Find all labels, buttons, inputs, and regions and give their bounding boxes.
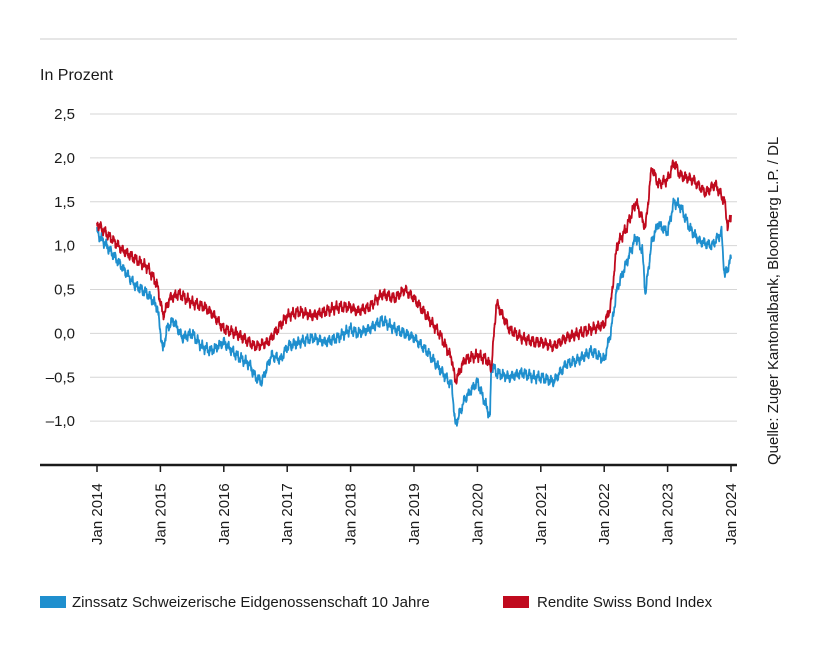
y-tick-label: 0,5 <box>54 282 75 299</box>
x-tick-label: Jan 2014 <box>89 483 106 545</box>
y-axis-unit-label: In Prozent <box>40 67 113 84</box>
x-tick-label: Jan 2015 <box>152 483 169 545</box>
y-tick-label: –0,5 <box>46 369 75 386</box>
x-tick-label: Jan 2016 <box>216 483 233 545</box>
source-note: Quelle: Zuger Kantonalbank, Bloomberg L.… <box>765 137 782 465</box>
y-tick-label: 0,0 <box>54 325 75 342</box>
y-tick-labels: 2,5 2,0 1,5 1,0 0,5 0,0 –0,5 –1,0 <box>46 106 75 430</box>
series-line <box>96 159 732 385</box>
legend-label: Zinssatz Schweizerische Eidgenossenschaf… <box>72 594 430 611</box>
legend: Zinssatz Schweizerische Eidgenossenschaf… <box>40 594 713 611</box>
x-tick-label: Jan 2023 <box>660 483 677 545</box>
gridlines <box>90 113 737 422</box>
x-tick-labels: Jan 2014 Jan 2015 Jan 2016 Jan 2017 Jan 2018… <box>89 465 740 545</box>
x-tick-label: Jan 2019 <box>406 483 423 545</box>
y-tick-label: 1,5 <box>54 194 75 211</box>
series-line <box>96 197 732 427</box>
y-tick-label: 1,0 <box>54 238 75 255</box>
x-tick-label: Jan 2020 <box>469 483 486 545</box>
x-tick-label: Jan 2024 <box>723 483 740 545</box>
x-tick-label: Jan 2021 <box>533 483 550 545</box>
legend-swatch <box>503 596 529 608</box>
legend-label: Rendite Swiss Bond Index <box>537 594 713 611</box>
x-tick-label: Jan 2018 <box>343 483 360 545</box>
y-tick-label: –1,0 <box>46 413 75 430</box>
y-tick-label: 2,0 <box>54 150 75 167</box>
x-tick-label: Jan 2017 <box>279 483 296 545</box>
y-tick-label: 2,5 <box>54 106 75 123</box>
series-lines <box>96 159 732 427</box>
x-tick-label: Jan 2022 <box>596 483 613 545</box>
legend-swatch <box>40 596 66 608</box>
